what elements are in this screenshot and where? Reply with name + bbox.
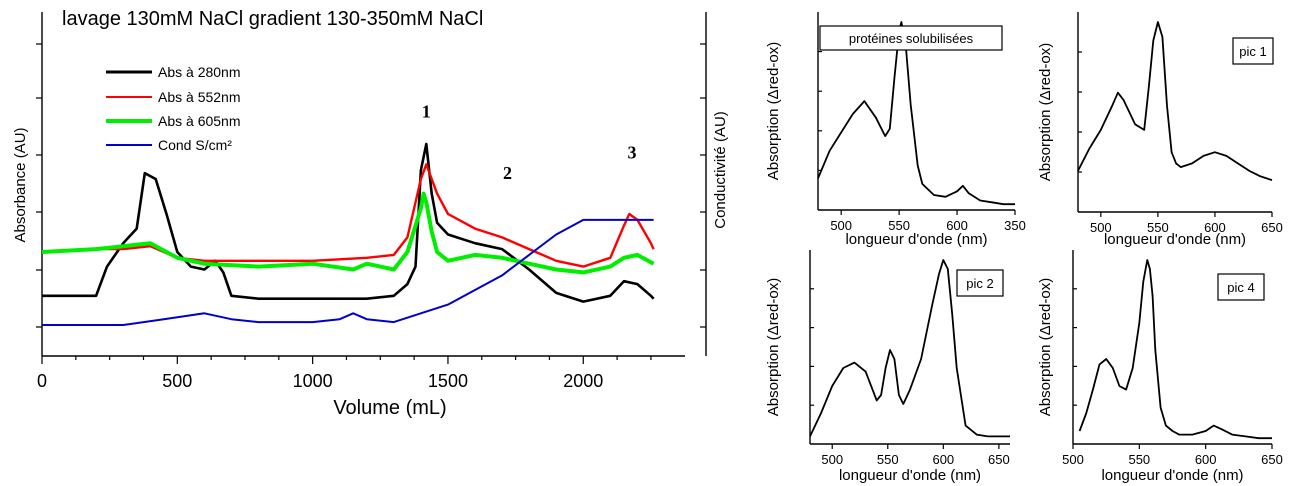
spectrum-line — [817, 21, 1015, 206]
spectrum-panel-pic-1: 500 550 600 650 pic 1 longueur d'onde (nm) Abs… — [1037, 12, 1283, 248]
spectrum-line — [1078, 259, 1272, 440]
panel-x-tick-label: 350 — [1004, 218, 1026, 233]
panel-x-tick-label: 600 — [1195, 452, 1217, 467]
panel-x-axis-label: longueur d'onde (nm) — [845, 231, 987, 248]
panel-y-axis-label: Absorption (Δred-ox) — [765, 278, 782, 416]
panel-x-tick-label: 550 — [888, 218, 910, 233]
spectrum-panel-pic-2: 500 550 600 650 pic 2 longueur d'onde (nm) Abs… — [765, 250, 1010, 484]
panel-x-tick-label: 650 — [1261, 220, 1283, 235]
panel-y-axis-label: Absorption (Δred-ox) — [1037, 43, 1054, 181]
y-axis-label: Absorbance (AU) — [12, 127, 29, 242]
peak-label: 1 — [422, 102, 431, 122]
panel-inset-box — [1232, 37, 1274, 65]
panel-x-tick-label: 500 — [821, 452, 843, 467]
panel-inset-label: pic 4 — [1227, 280, 1254, 295]
spectrum-line — [1077, 21, 1273, 181]
panel-x-tick-label: 550 — [877, 452, 899, 467]
panel-inset-box — [819, 25, 1003, 51]
panel-x-tick-label: 500 — [1090, 220, 1112, 235]
panel-x-tick-label: 650 — [988, 452, 1010, 467]
panel-x-tick-label: 550 — [1147, 220, 1169, 235]
series-line — [41, 163, 655, 268]
peak-label: 3 — [627, 143, 636, 163]
x-tick-label: 500 — [162, 371, 192, 391]
legend-label-cond: Cond S/cm² — [158, 137, 232, 153]
x-tick-label: 2000 — [563, 371, 603, 391]
panel-x-tick-label: 600 — [1204, 220, 1226, 235]
panel-x-tick-label: 650 — [1261, 452, 1283, 467]
panel-x-tick-label: 600 — [946, 218, 968, 233]
panel-inset-label: pic 1 — [1239, 44, 1266, 59]
panel-inset-box — [1217, 273, 1265, 301]
panel-inset-box — [956, 269, 1004, 297]
peak-label: 2 — [503, 163, 512, 183]
panel-x-axis-label: longueur d'onde (nm) — [1104, 231, 1246, 248]
y2-axis-label: Conductivité (AU) — [712, 111, 729, 229]
panel-x-axis-label: longueur d'onde (nm) — [1101, 467, 1243, 484]
x-axis-label: Volume (mL) — [333, 397, 446, 419]
chromatogram-chart: lavage 130mM NaCl gradient 130-350mM NaC… — [12, 8, 729, 419]
legend-label-552: Abs à 552nm — [158, 89, 241, 105]
spectrum-line — [809, 259, 1010, 438]
series-line — [42, 218, 654, 326]
legend-label-280: Abs à 280nm — [158, 64, 241, 80]
x-tick-label: 1000 — [293, 371, 333, 391]
legend-label-605: Abs à 605nm — [158, 113, 241, 129]
legend: Abs à 280nm Abs à 552nm Abs à 605nm Cond… — [106, 64, 241, 153]
panel-y-axis-label: Absorption (Δred-ox) — [1037, 278, 1054, 416]
panel-x-axis-label: longueur d'onde (nm) — [839, 467, 981, 484]
spectrum-panel-pic-4: 500 550 600 650 pic 4 longueur d'onde (nm) Abs… — [1037, 250, 1283, 484]
series-line — [41, 191, 655, 275]
panel-x-tick-label: 600 — [932, 452, 954, 467]
spectrum-panel-proteines: 500 550 600 350 protéines solubilisées longue… — [765, 12, 1026, 248]
panel-x-tick-label: 500 — [830, 218, 852, 233]
chart-title: lavage 130mM NaCl gradient 130-350mM NaC… — [62, 8, 483, 30]
series-line — [42, 142, 655, 303]
panel-inset-label: pic 2 — [966, 276, 993, 291]
panel-inset-label: protéines solubilisées — [849, 31, 974, 46]
panel-x-tick-label: 550 — [1128, 452, 1150, 467]
panel-y-axis-label: Absorption (Δred-ox) — [765, 42, 782, 180]
panel-x-tick-label: 500 — [1062, 452, 1084, 467]
x-tick-label: 0 — [37, 371, 47, 391]
x-tick-label: 1500 — [428, 371, 468, 391]
